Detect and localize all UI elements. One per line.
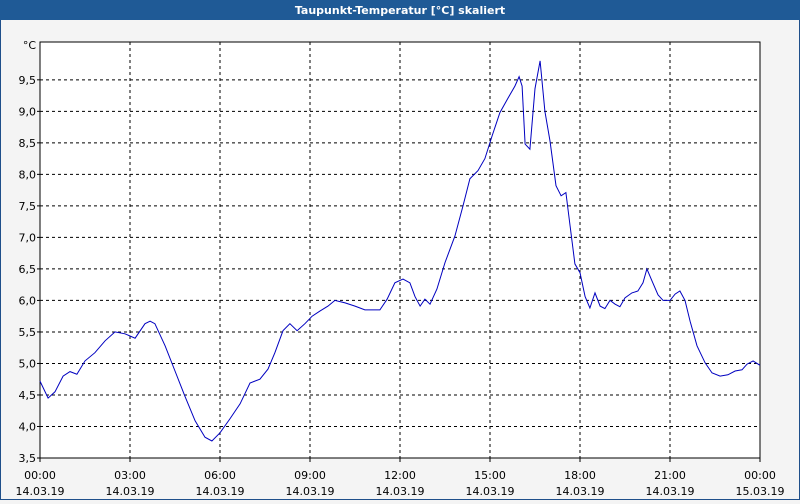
- x-tick-label: 18:00: [564, 469, 596, 482]
- x-tick-label: 03:00: [114, 469, 146, 482]
- x-tick-date: 14.03.19: [556, 485, 605, 498]
- x-tick-label: 00:00: [24, 469, 56, 482]
- x-tick-date: 14.03.19: [196, 485, 245, 498]
- x-tick-date: 14.03.19: [106, 485, 155, 498]
- y-tick-label: 9,0: [19, 105, 37, 118]
- y-tick-label: 5,0: [19, 357, 37, 370]
- y-tick-label: 4,5: [19, 389, 37, 402]
- x-tick-label: 12:00: [384, 469, 416, 482]
- x-tick-date: 14.03.19: [286, 485, 335, 498]
- x-tick-label: 00:00: [744, 469, 776, 482]
- y-unit: °C: [23, 39, 37, 52]
- y-tick-label: 4,0: [19, 420, 37, 433]
- y-tick-label: 9,5: [19, 74, 37, 87]
- y-tick-label: 7,5: [19, 200, 37, 213]
- x-tick-date: 14.03.19: [646, 485, 695, 498]
- y-tick-label: 6,5: [19, 263, 37, 276]
- x-tick-label: 15:00: [474, 469, 506, 482]
- y-tick-label: 8,5: [19, 137, 37, 150]
- y-tick-label: 3,5: [19, 452, 37, 465]
- data-line: [39, 60, 761, 442]
- x-tick-label: 09:00: [294, 469, 326, 482]
- title-bar: [0, 0, 800, 20]
- x-tick-date: 14.03.19: [376, 485, 425, 498]
- x-tick-label: 21:00: [654, 469, 686, 482]
- x-tick-date: 14.03.19: [466, 485, 515, 498]
- x-tick-date: 15.03.19: [736, 485, 785, 498]
- y-tick-label: 7,0: [19, 231, 37, 244]
- x-tick-label: 06:00: [204, 469, 236, 482]
- y-tick-label: 8,0: [19, 168, 37, 181]
- x-tick-date: 14.03.19: [16, 485, 65, 498]
- y-tick-label: 6,0: [19, 294, 37, 307]
- y-tick-label: 5,5: [19, 326, 37, 339]
- chart-title: Taupunkt-Temperatur [°C] skaliert: [295, 4, 505, 17]
